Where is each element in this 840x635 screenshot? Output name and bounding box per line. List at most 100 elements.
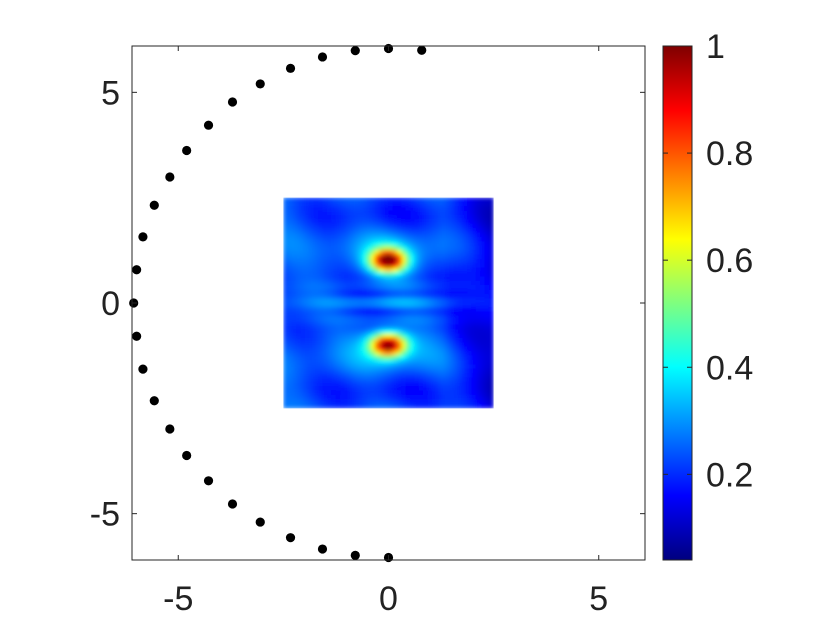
heatmap-cell [445,197,451,203]
heatmap-cell [480,197,486,203]
heatmap-cell [471,280,477,286]
heatmap-cell [396,236,402,242]
heatmap-cell [309,285,315,291]
heatmap-cell [361,289,367,295]
heatmap-cell [375,320,381,326]
heatmap-cell [458,315,464,321]
heatmap-cell [370,372,376,378]
heatmap-cell [484,337,490,343]
heatmap-cell [344,403,350,409]
heatmap-cell [348,210,354,216]
heatmap-cell [414,293,420,299]
heatmap-cell [445,372,451,378]
heatmap-cell [401,350,407,356]
heatmap-cell [414,267,420,273]
heatmap-cell [445,386,451,392]
heatmap-cell [375,337,381,343]
heatmap-cell [449,214,455,220]
heatmap-cell [335,258,341,264]
heatmap-cell [445,390,451,396]
heatmap-cell [488,403,494,409]
heatmap-cell [322,355,328,361]
heatmap-cell [344,333,350,339]
heatmap-cell [401,250,407,256]
heatmap-cell [291,245,297,251]
heatmap-cell [467,346,473,352]
heatmap-cell [462,315,468,321]
heatmap-cell [375,329,381,335]
heatmap-cell [383,201,389,207]
heatmap-cell [418,293,424,299]
heatmap-cell [318,386,324,392]
heatmap-cell [300,245,306,251]
heatmap-cell [432,219,437,225]
heatmap-cell [353,241,359,247]
heatmap-cell [340,219,345,225]
heatmap-cell [405,329,411,335]
heatmap-cell [296,258,302,264]
heatmap-cell [453,364,459,370]
heatmap-cell [414,276,420,282]
heatmap-cell [423,289,429,295]
heatmap-cell [313,324,319,330]
heatmap-cell [440,285,446,291]
heatmap-cell [348,293,354,299]
heatmap-cell [462,342,468,348]
heatmap-cell [357,364,363,370]
heatmap-cell [396,289,402,295]
heatmap-cell [410,276,416,282]
heatmap-cell [436,236,442,242]
heatmap-cell [309,219,315,225]
heatmap-cell [340,377,345,383]
heatmap-cell [375,289,381,295]
heatmap-cell [357,329,363,335]
heatmap-cell [304,197,310,203]
heatmap-cell [379,386,385,392]
heatmap-cell [440,355,446,361]
heatmap-cell [418,197,424,203]
heatmap-cell [475,280,481,286]
heatmap-cell [287,289,293,295]
heatmap-cell [331,399,337,405]
heatmap-cell [414,403,420,409]
heatmap-cell [348,403,354,409]
heatmap-cell [287,285,293,291]
heatmap-cell [309,267,315,273]
heatmap-cell [484,307,490,313]
heatmap-cell [375,359,381,365]
heatmap-cell [344,232,350,238]
heatmap-cell [322,337,328,343]
heatmap-cell [488,245,494,251]
heatmap-cell [344,377,350,383]
heatmap-cell [291,320,297,326]
heatmap-cell [410,302,416,308]
heatmap-cell [326,377,332,383]
heatmap-cell [379,368,385,374]
heatmap-cell [449,342,455,348]
heatmap-cell [445,399,451,405]
heatmap-cell [418,337,424,343]
scatter-point [350,46,360,56]
heatmap-cell [405,236,411,242]
heatmap-cell [318,355,324,361]
heatmap-cell [344,276,350,282]
heatmap-cell [471,298,477,304]
heatmap-cell [296,236,302,242]
heatmap-cell [326,311,332,317]
heatmap-cell [488,355,494,361]
heatmap-cell [436,329,442,335]
heatmap-cell [348,263,354,269]
heatmap-cell [423,245,429,251]
heatmap-cell [440,236,446,242]
heatmap-cell [410,337,416,343]
heatmap-cell [458,267,464,273]
heatmap-cell [300,271,306,277]
heatmap-cell [392,386,398,392]
heatmap-cell [375,302,381,308]
heatmap-cell [309,236,315,242]
heatmap-cell [453,201,459,207]
heatmap-cell [475,311,481,317]
heatmap-cell [287,293,293,299]
heatmap-cell [462,390,468,396]
heatmap-cell [348,311,354,317]
